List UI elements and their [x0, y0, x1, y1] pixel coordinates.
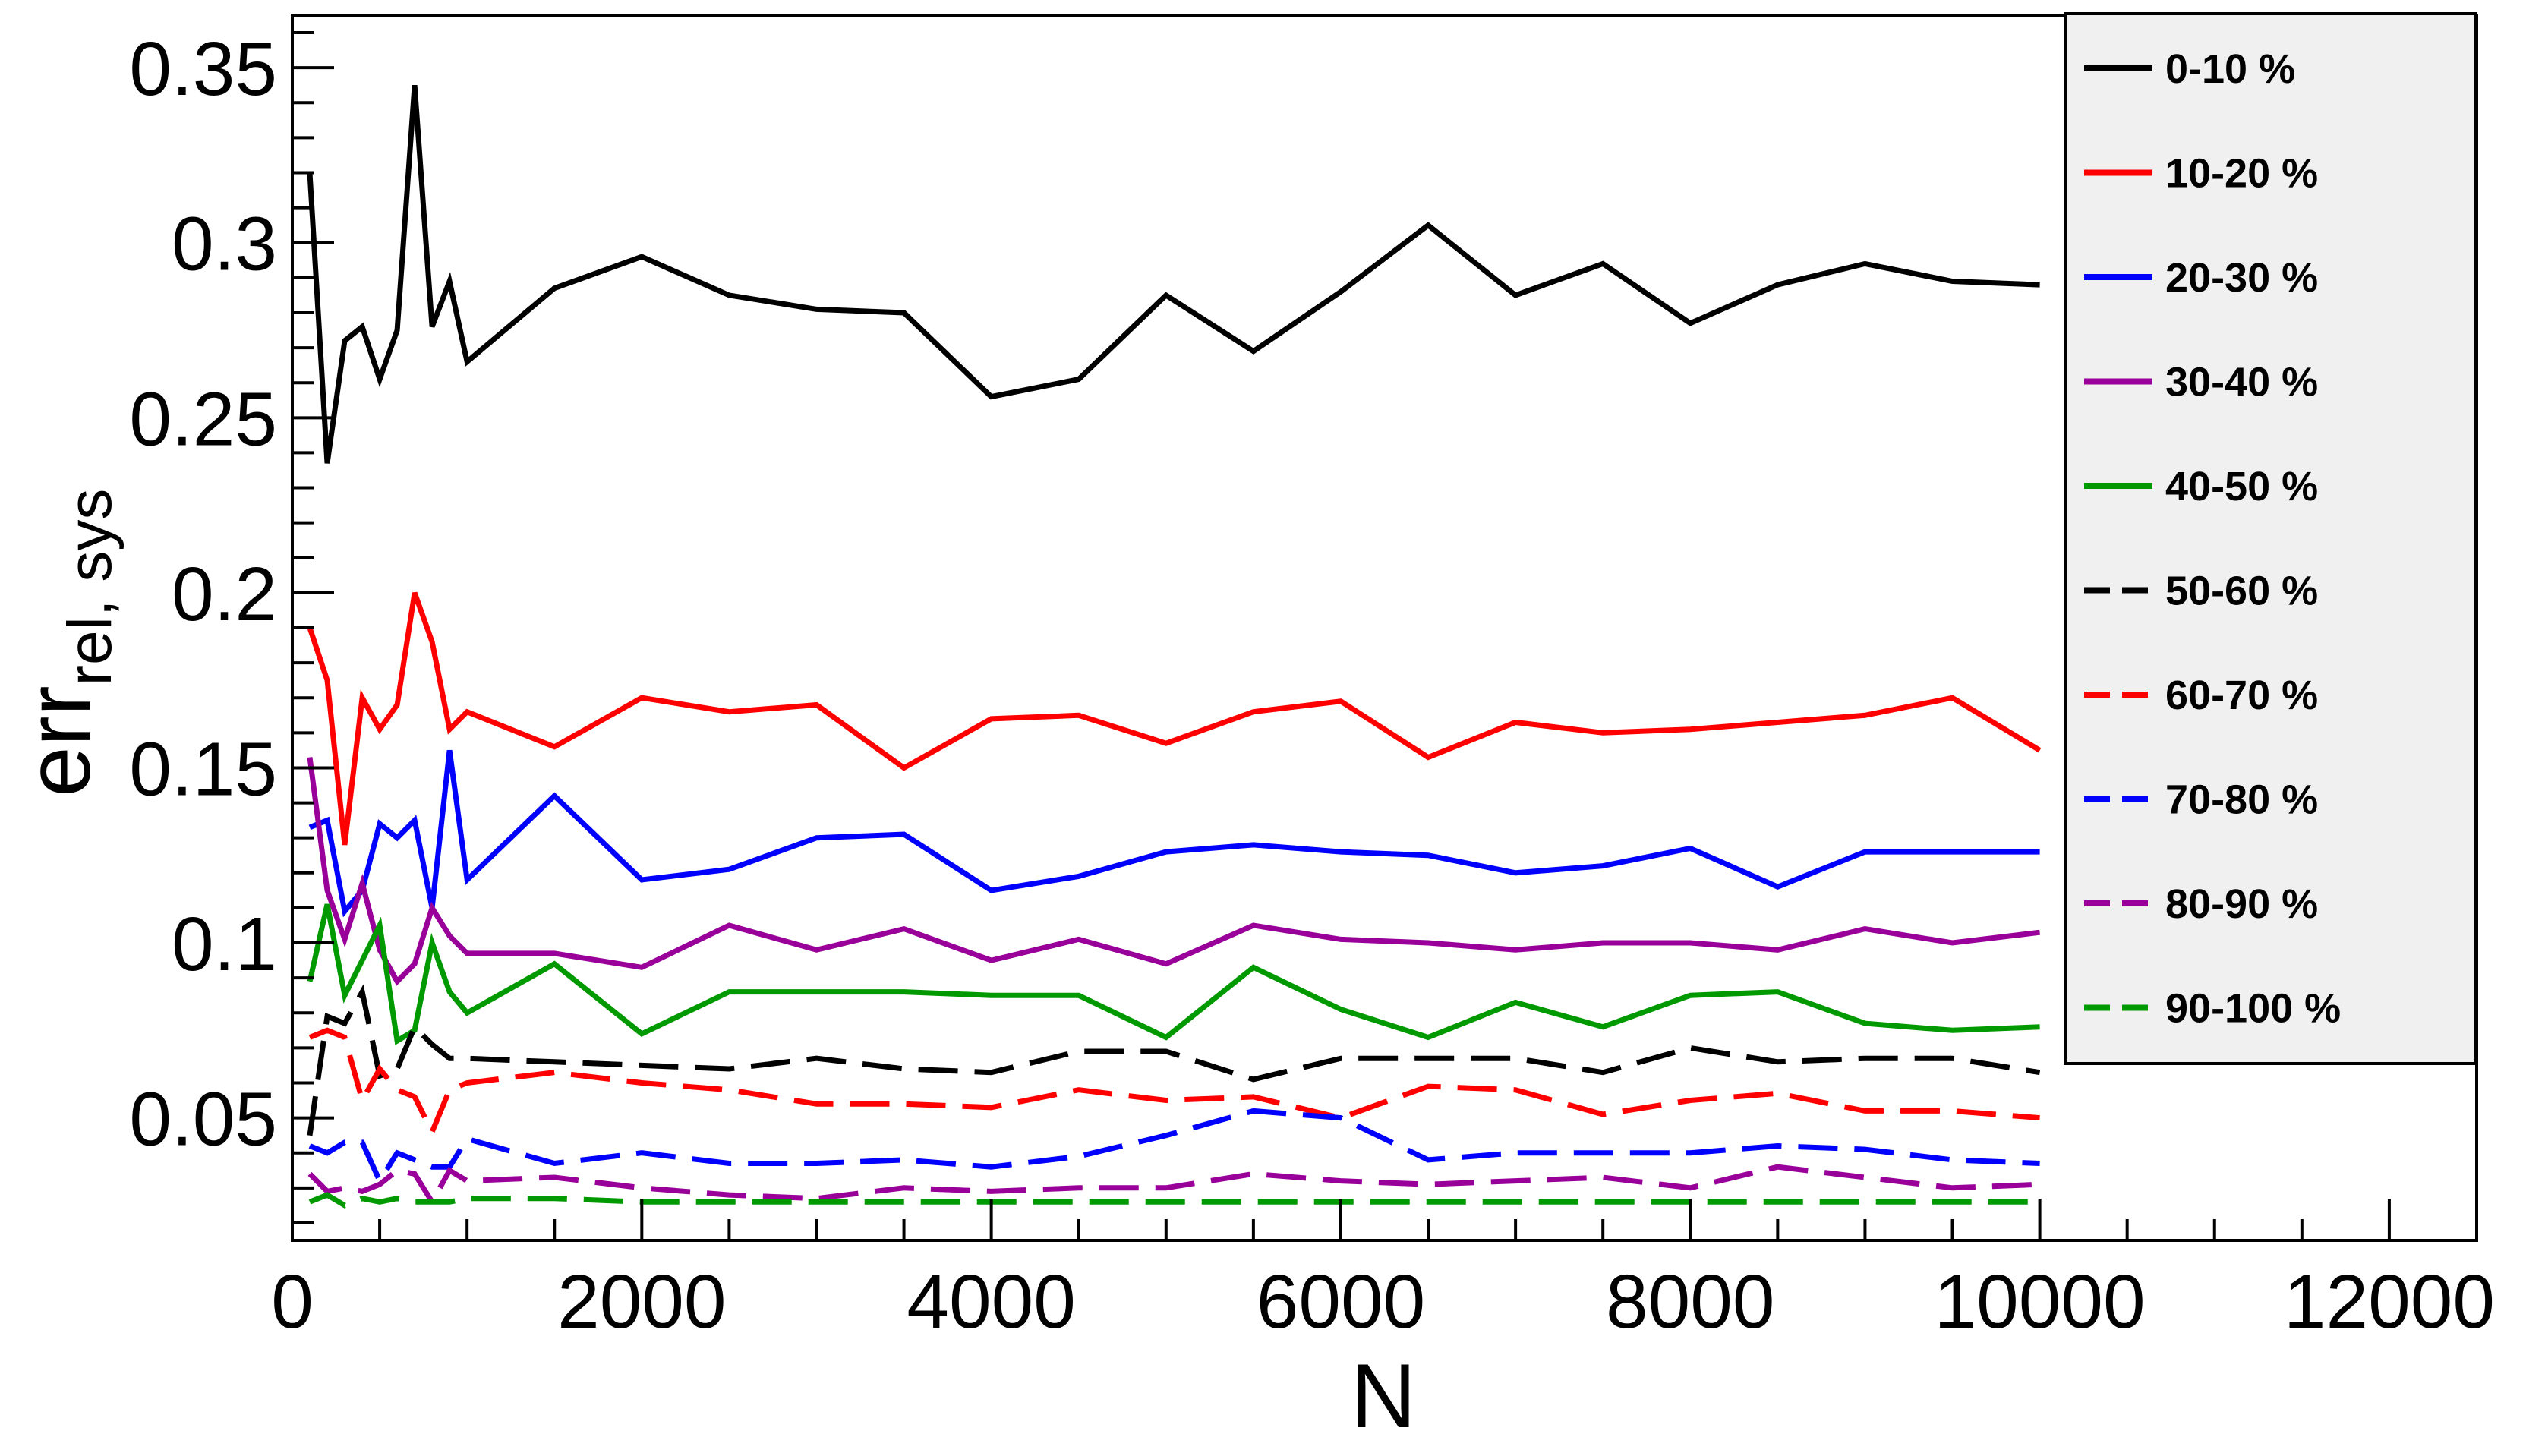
- legend-label-1: 10-20 %: [2165, 151, 2318, 197]
- legend-label-6: 60-70 %: [2165, 673, 2318, 718]
- x-tick-label: 10000: [1935, 1259, 2146, 1344]
- x-tick-label: 0: [271, 1259, 314, 1344]
- legend-label-5: 50-60 %: [2165, 569, 2318, 614]
- series-line-5: [307, 984, 2041, 1136]
- series-line-0: [307, 84, 2040, 464]
- y-axis-title-main: err: [8, 685, 109, 797]
- series-line-1: [307, 591, 2042, 846]
- series-line-9: [308, 1192, 2040, 1209]
- x-tick-label: 2000: [557, 1259, 726, 1344]
- legend-label-0: 0-10 %: [2165, 46, 2295, 92]
- y-tick-label: 0.25: [129, 377, 277, 462]
- series-line-6: [308, 1027, 2040, 1139]
- legend-label-8: 80-90 %: [2165, 881, 2318, 927]
- x-axis-title: N: [1351, 1345, 1417, 1447]
- tick-labels-layer: 0 2000 4000 6000 8000 10000 12000 0.05 0.1 0.15 0.…: [129, 27, 2495, 1344]
- y-axis-title-sub: rel, sys: [55, 489, 125, 686]
- series-line-2: [308, 749, 2040, 918]
- legend-label-7: 70-80 %: [2165, 777, 2318, 823]
- legend-label-9: 90-100 %: [2165, 986, 2341, 1032]
- series-line-8: [307, 1164, 2040, 1208]
- x-tick-label: 4000: [907, 1259, 1075, 1344]
- legend-box: [2064, 12, 2477, 1065]
- y-tick-label: 0.3: [172, 202, 277, 287]
- series-line-7: [308, 1108, 2040, 1187]
- y-tick-label: 0.2: [172, 552, 277, 637]
- x-tick-label: 8000: [1606, 1259, 1774, 1344]
- legend-label-3: 30-40 %: [2165, 360, 2318, 405]
- y-tick-label: 0.15: [129, 726, 277, 812]
- x-tick-label: 6000: [1257, 1259, 1425, 1344]
- y-tick-label: 0.1: [172, 902, 277, 987]
- series-line-4: [307, 903, 2040, 1045]
- legend-label-4: 40-50 %: [2165, 464, 2318, 509]
- y-tick-label: 0.35: [129, 27, 277, 112]
- legend-label-2: 20-30 %: [2165, 255, 2318, 301]
- y-axis-title: errrel, sys: [8, 489, 125, 797]
- legend-items: 0-10 % 10-20 % 20-30 % 30-40 % 40-50 % 50-60 …: [2084, 46, 2341, 1032]
- ticks-layer: [291, 31, 2478, 1240]
- legend: 0-10 % 10-20 % 20-30 % 30-40 % 40-50 % 50-60 …: [2064, 12, 2477, 1065]
- y-tick-label: 0.05: [129, 1077, 277, 1162]
- series-layer: [307, 84, 2042, 1209]
- x-tick-label: 12000: [2284, 1259, 2495, 1344]
